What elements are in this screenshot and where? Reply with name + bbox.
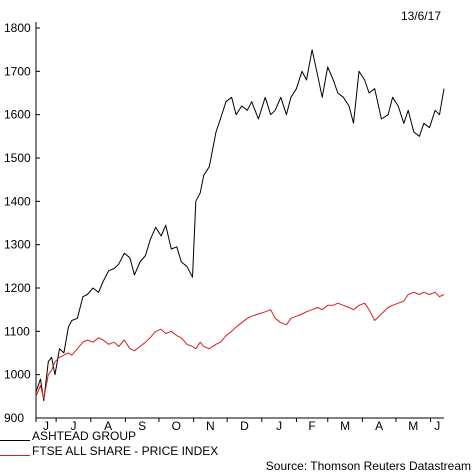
series-line-1: [35, 291, 445, 399]
y-axis: 900 1000 1100 1200 1300 1400 1500 1600 1700 1800: [4, 21, 40, 425]
x-tick-label: D: [240, 419, 249, 433]
series-line-0: [35, 49, 445, 402]
y-tick-label: 1100: [4, 324, 30, 338]
x-tick-label: A: [375, 419, 383, 433]
legend-swatch-ftse: [0, 455, 30, 456]
series-layer: [35, 49, 445, 402]
x-tick-label: M: [340, 419, 350, 433]
x-tick-label: O: [172, 419, 181, 433]
x-tick-label: J: [276, 419, 282, 433]
legend-label-ashtead: ASHTEAD GROUP: [32, 429, 137, 443]
y-tick-label: 1700: [4, 64, 31, 78]
legend: ASHTEAD GROUP FTSE ALL SHARE - PRICE IND…: [0, 429, 218, 459]
x-tick-label: A: [104, 419, 112, 433]
y-tick-label: 1600: [4, 108, 31, 122]
y-tick-label: 900: [4, 411, 24, 425]
y-tick-label: 1500: [4, 151, 31, 165]
x-tick-label: M: [408, 419, 418, 433]
axes: [35, 22, 444, 419]
date-label: 13/6/17: [400, 9, 441, 23]
x-tick-label: J: [43, 419, 49, 433]
x-tick-label: N: [206, 419, 215, 433]
legend-item-ashtead: ASHTEAD GROUP: [0, 429, 218, 444]
y-tick-label: 1400: [4, 194, 31, 208]
x-tick-label: F: [308, 419, 315, 433]
legend-item-ftse: FTSE ALL SHARE - PRICE INDEX: [0, 444, 218, 459]
x-tick-label: J: [70, 419, 76, 433]
y-tick-label: 1300: [4, 238, 31, 252]
x-tick-label: S: [138, 419, 146, 433]
legend-label-ftse: FTSE ALL SHARE - PRICE INDEX: [32, 444, 219, 458]
y-tick-label: 1000: [4, 368, 31, 382]
y-tick-label: 1200: [4, 281, 31, 295]
x-tick-label: J: [434, 419, 440, 433]
source-note: Source: Thomson Reuters Datastream: [265, 459, 471, 473]
y-tick-label: 1800: [4, 21, 31, 35]
legend-swatch-ashtead: [0, 440, 30, 441]
